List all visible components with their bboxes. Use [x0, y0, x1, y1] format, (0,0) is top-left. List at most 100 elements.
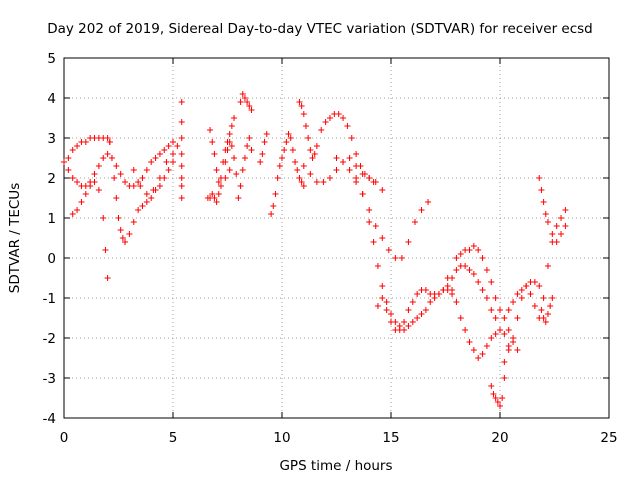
data-point — [540, 295, 547, 301]
data-point — [475, 279, 482, 285]
data-point — [527, 291, 534, 297]
series-track-u — [435, 263, 499, 321]
series-track-j — [222, 139, 240, 177]
series-track-c — [106, 139, 129, 245]
data-point — [122, 179, 129, 185]
data-point — [466, 339, 473, 345]
data-point — [392, 255, 399, 261]
data-point — [213, 199, 220, 205]
series-track-r — [333, 155, 432, 261]
data-point — [233, 171, 240, 177]
data-point — [139, 175, 146, 181]
series-track-i — [207, 127, 233, 189]
data-point — [170, 139, 176, 145]
data-point — [401, 319, 408, 325]
data-point — [274, 175, 281, 181]
data-point — [370, 179, 377, 185]
data-point — [544, 263, 551, 269]
series-track-b — [65, 135, 113, 161]
data-point — [536, 175, 543, 181]
data-point — [544, 219, 551, 225]
data-point — [344, 123, 351, 129]
data-point — [514, 315, 521, 321]
data-point — [483, 295, 490, 301]
data-point — [333, 167, 340, 173]
data-point — [298, 179, 305, 185]
data-point — [425, 199, 432, 205]
data-point — [272, 191, 279, 197]
data-point — [457, 315, 464, 321]
data-point — [505, 347, 512, 353]
data-point — [405, 307, 412, 313]
data-point — [130, 167, 137, 173]
data-point — [215, 179, 222, 185]
data-point — [244, 99, 251, 105]
data-point — [213, 167, 220, 173]
data-point — [542, 211, 549, 217]
series-track-s — [353, 175, 442, 333]
data-point — [237, 183, 244, 189]
x-axis-tick-labels: 0 5 10 15 20 25 — [60, 430, 618, 446]
data-point — [143, 199, 150, 205]
data-point — [215, 191, 222, 197]
data-point — [287, 135, 294, 141]
y-tick-label: -1 — [43, 291, 56, 307]
data-point — [82, 191, 89, 197]
data-point — [150, 187, 157, 193]
y-axis-tick-labels: -4 -3 -2 -1 0 1 2 3 4 5 — [43, 51, 56, 427]
data-point — [488, 383, 495, 389]
series-track-w — [453, 243, 521, 353]
data-point — [137, 183, 144, 189]
data-point — [388, 311, 394, 317]
data-point — [409, 299, 416, 305]
series-track-t — [374, 287, 456, 333]
data-point — [398, 255, 405, 261]
grid-lines — [64, 58, 609, 418]
data-point — [283, 139, 290, 145]
x-tick-label: 0 — [60, 430, 69, 446]
data-point — [501, 331, 508, 337]
data-point — [222, 175, 229, 181]
data-point — [322, 119, 329, 125]
data-point — [117, 227, 124, 233]
data-point — [514, 291, 521, 297]
data-point — [170, 159, 176, 165]
data-point — [143, 167, 150, 173]
data-point — [211, 151, 218, 157]
data-point — [211, 195, 218, 201]
data-point — [257, 159, 264, 165]
data-point — [248, 107, 255, 113]
data-point — [241, 155, 248, 161]
data-point — [163, 159, 170, 165]
data-point — [100, 215, 107, 221]
data-point — [422, 307, 429, 313]
data-point — [483, 343, 490, 349]
data-point — [405, 323, 412, 329]
data-point — [405, 239, 412, 245]
data-point — [178, 175, 185, 181]
data-point — [492, 295, 499, 301]
data-point — [178, 119, 185, 125]
data-point — [165, 143, 172, 149]
data-point — [294, 167, 301, 173]
data-point — [479, 287, 486, 293]
data-point — [237, 99, 244, 105]
x-tick-label: 15 — [382, 430, 399, 446]
data-point — [379, 187, 386, 193]
data-point — [457, 251, 464, 257]
data-point — [379, 235, 386, 241]
data-point — [309, 155, 316, 161]
data-point — [104, 135, 111, 141]
data-point — [91, 179, 98, 185]
data-point — [366, 207, 373, 213]
data-point — [241, 95, 248, 101]
data-point — [228, 123, 235, 129]
data-point — [276, 163, 283, 169]
series-track-g — [178, 99, 185, 201]
data-point — [178, 151, 185, 157]
data-point — [74, 207, 81, 213]
series-track-e — [122, 159, 176, 245]
data-point — [462, 263, 469, 269]
data-point — [333, 155, 340, 161]
data-point — [499, 395, 506, 401]
